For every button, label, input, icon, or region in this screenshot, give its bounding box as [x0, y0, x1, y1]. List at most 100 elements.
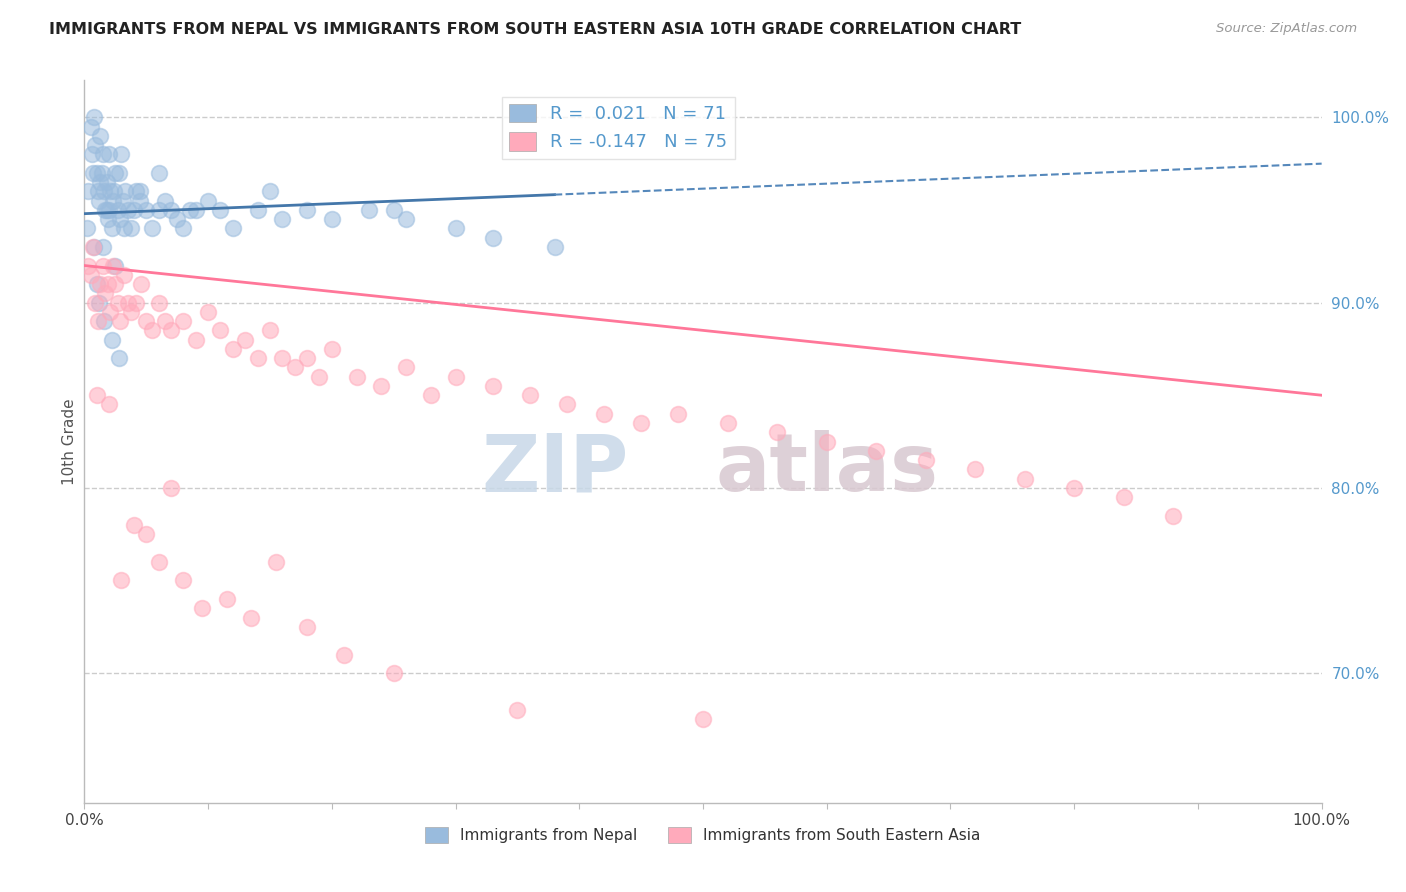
Point	[160, 323, 183, 337]
Point	[100, 333, 122, 347]
Point	[89, 128, 111, 143]
Point	[284, 360, 307, 375]
Point	[209, 323, 232, 337]
Point	[108, 166, 131, 180]
Point	[172, 221, 194, 235]
Point	[89, 175, 111, 189]
Point	[382, 202, 405, 217]
Point	[1014, 472, 1036, 486]
Point	[84, 295, 107, 310]
Point	[135, 314, 157, 328]
Point	[77, 259, 100, 273]
Point	[110, 314, 132, 328]
Point	[233, 333, 256, 347]
Point	[80, 147, 103, 161]
Point	[117, 295, 139, 310]
Point	[321, 342, 343, 356]
Legend: Immigrants from Nepal, Immigrants from South Eastern Asia: Immigrants from Nepal, Immigrants from S…	[419, 822, 987, 849]
Point	[191, 601, 214, 615]
Point	[89, 194, 111, 208]
Point	[107, 295, 129, 310]
Point	[104, 277, 127, 291]
Point	[125, 185, 148, 199]
Point	[717, 416, 740, 430]
Point	[79, 120, 101, 134]
Point	[108, 351, 131, 366]
Point	[93, 185, 115, 199]
Point	[90, 166, 112, 180]
Point	[865, 443, 887, 458]
Point	[122, 202, 145, 217]
Point	[98, 147, 121, 161]
Point	[914, 453, 936, 467]
Point	[76, 221, 98, 235]
Point	[141, 221, 163, 235]
Point	[172, 314, 194, 328]
Point	[148, 295, 170, 310]
Point	[346, 369, 368, 384]
Point	[160, 202, 183, 217]
Point	[112, 221, 135, 235]
Point	[91, 240, 114, 254]
Point	[259, 323, 281, 337]
Point	[965, 462, 987, 476]
Point	[197, 305, 219, 319]
Point	[160, 481, 183, 495]
Point	[83, 111, 105, 125]
Point	[129, 185, 152, 199]
Point	[135, 202, 157, 217]
Point	[333, 648, 356, 662]
Point	[122, 517, 145, 532]
Point	[481, 231, 503, 245]
Point	[107, 202, 129, 217]
Point	[98, 185, 121, 199]
Point	[98, 397, 121, 411]
Point	[1112, 490, 1135, 504]
Text: IMMIGRANTS FROM NEPAL VS IMMIGRANTS FROM SOUTH EASTERN ASIA 10TH GRADE CORRELATI: IMMIGRANTS FROM NEPAL VS IMMIGRANTS FROM…	[49, 22, 1022, 37]
Point	[555, 397, 578, 411]
Point	[125, 295, 148, 310]
Point	[271, 351, 294, 366]
Point	[101, 194, 124, 208]
Point	[120, 305, 142, 319]
Point	[222, 221, 245, 235]
Point	[96, 202, 118, 217]
Point	[91, 147, 114, 161]
Point	[246, 351, 269, 366]
Point	[321, 212, 343, 227]
Point	[666, 407, 689, 421]
Point	[83, 240, 105, 254]
Point	[84, 138, 107, 153]
Point	[395, 360, 418, 375]
Point	[148, 202, 170, 217]
Point	[295, 620, 318, 634]
Point	[91, 259, 114, 273]
Point	[264, 555, 287, 569]
Point	[77, 185, 100, 199]
Point	[82, 166, 104, 180]
Point	[506, 703, 529, 717]
Point	[96, 175, 118, 189]
Point	[97, 277, 120, 291]
Point	[444, 221, 467, 235]
Point	[79, 268, 101, 282]
Point	[222, 342, 245, 356]
Point	[815, 434, 838, 449]
Point	[110, 147, 132, 161]
Point	[112, 268, 135, 282]
Point	[103, 185, 125, 199]
Point	[246, 202, 269, 217]
Point	[444, 369, 467, 384]
Point	[117, 202, 139, 217]
Point	[179, 202, 201, 217]
Point	[481, 379, 503, 393]
Point	[104, 259, 127, 273]
Point	[89, 295, 111, 310]
Point	[240, 610, 263, 624]
Point	[153, 314, 176, 328]
Text: ZIP: ZIP	[481, 430, 628, 508]
Point	[692, 713, 714, 727]
Point	[395, 212, 418, 227]
Point	[1161, 508, 1184, 523]
Point	[111, 194, 134, 208]
